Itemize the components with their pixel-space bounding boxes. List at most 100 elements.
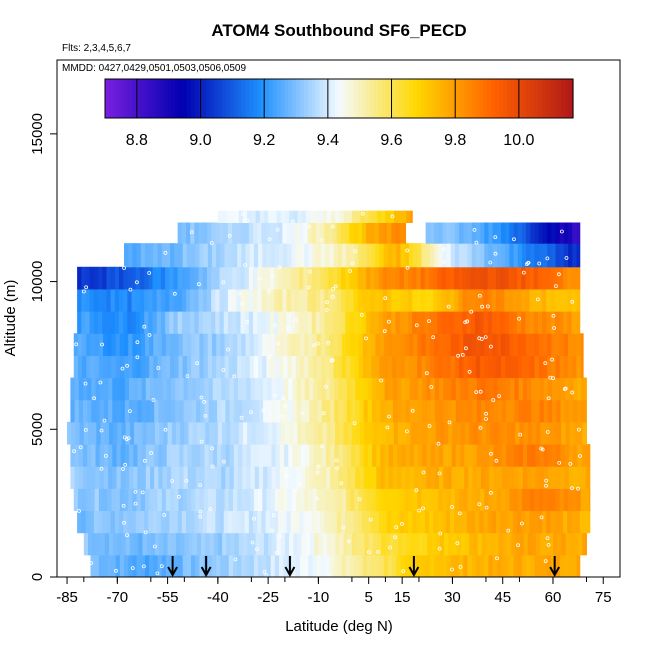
heatmap-cell bbox=[263, 399, 268, 423]
heatmap-cell bbox=[137, 399, 143, 423]
heatmap-cell bbox=[77, 288, 82, 312]
heatmap-cell bbox=[286, 510, 292, 534]
sample-marker bbox=[240, 301, 245, 306]
heatmap-cell bbox=[578, 421, 583, 445]
heatmap-cell bbox=[317, 466, 323, 489]
heatmap-cell bbox=[194, 510, 200, 534]
heatmap-cell bbox=[140, 488, 146, 512]
heatmap-cell bbox=[106, 311, 112, 334]
colorbar-swatch bbox=[311, 79, 317, 118]
sample-marker bbox=[457, 511, 462, 516]
heatmap-cell bbox=[128, 355, 133, 379]
heatmap-cell bbox=[199, 243, 205, 268]
sample-marker bbox=[446, 304, 451, 309]
heatmap-cell bbox=[223, 288, 229, 312]
sample-marker bbox=[203, 413, 208, 418]
heatmap-cell bbox=[282, 222, 288, 244]
heatmap-cell bbox=[501, 488, 506, 512]
sample-marker bbox=[285, 325, 290, 330]
heatmap-cell bbox=[225, 377, 231, 401]
colorbar-tick-label: 10.0 bbox=[503, 132, 534, 149]
heatmap-cell bbox=[254, 399, 260, 423]
heatmap-cell bbox=[238, 421, 244, 445]
heatmap-cell bbox=[108, 421, 114, 445]
heatmap-cell bbox=[86, 488, 92, 512]
sample-marker bbox=[441, 247, 446, 252]
heatmap-cell bbox=[240, 311, 246, 334]
heatmap-cell bbox=[196, 466, 201, 489]
heatmap-cell bbox=[408, 554, 414, 577]
heatmap-cell bbox=[363, 399, 369, 423]
heatmap-cell bbox=[173, 510, 179, 534]
heatmap-cell bbox=[286, 222, 292, 244]
heatmap-cell bbox=[480, 466, 486, 489]
sample-marker bbox=[357, 497, 362, 502]
heatmap-cell bbox=[485, 466, 490, 489]
heatmap-cell bbox=[246, 399, 252, 423]
heatmap-cell bbox=[127, 311, 133, 334]
sample-marker bbox=[493, 235, 498, 240]
heatmap-cell bbox=[439, 377, 444, 401]
heatmap-cell bbox=[475, 288, 480, 312]
heatmap-cell bbox=[199, 488, 205, 512]
sample-marker bbox=[512, 237, 516, 242]
sample-marker bbox=[149, 451, 154, 455]
heatmap-cell bbox=[241, 243, 247, 268]
heatmap-cell bbox=[237, 444, 243, 467]
heatmap-cell bbox=[186, 288, 191, 312]
heatmap-cell bbox=[555, 243, 561, 268]
heatmap-cell bbox=[99, 444, 105, 467]
heatmap-cell bbox=[551, 554, 556, 577]
heatmap-cell bbox=[366, 266, 371, 290]
heatmap-cell bbox=[464, 466, 469, 489]
heatmap-cell bbox=[485, 444, 490, 467]
colorbar-swatch bbox=[342, 79, 348, 118]
heatmap-cell bbox=[500, 311, 505, 334]
heatmap-cell bbox=[542, 554, 548, 577]
heatmap-cell bbox=[254, 444, 260, 467]
sample-marker bbox=[465, 319, 470, 324]
heatmap-cell bbox=[506, 444, 511, 467]
heatmap-cell bbox=[404, 243, 410, 268]
heatmap-cell bbox=[184, 421, 190, 445]
heatmap-cell bbox=[91, 444, 97, 467]
sample-marker bbox=[577, 427, 581, 432]
heatmap-cell bbox=[89, 510, 95, 534]
heatmap-cell bbox=[484, 488, 489, 512]
heatmap-cell bbox=[330, 444, 335, 467]
heatmap-cell bbox=[341, 333, 347, 356]
heatmap-cell bbox=[226, 532, 231, 556]
heatmap-cell bbox=[330, 466, 335, 489]
heatmap-cell bbox=[181, 311, 187, 334]
heatmap-cell bbox=[82, 377, 88, 401]
sample-marker bbox=[221, 459, 226, 464]
heatmap-cell bbox=[211, 311, 216, 334]
heatmap-cell bbox=[225, 399, 231, 423]
heatmap-cell bbox=[542, 311, 547, 334]
heatmap-cell bbox=[399, 510, 405, 534]
heatmap-cell bbox=[324, 510, 329, 534]
heatmap-cell bbox=[425, 554, 431, 577]
heatmap-cell bbox=[357, 288, 363, 312]
heatmap-cell bbox=[303, 311, 308, 334]
heatmap-cell bbox=[497, 444, 503, 467]
heatmap-cell bbox=[540, 532, 546, 556]
heatmap-cell bbox=[509, 243, 515, 268]
heatmap-cell bbox=[491, 311, 497, 334]
heatmap-cell bbox=[191, 488, 196, 512]
heatmap-cell bbox=[459, 466, 465, 489]
heatmap-cell bbox=[237, 243, 242, 268]
colorbar-swatch bbox=[413, 79, 418, 118]
heatmap-cell bbox=[296, 444, 302, 467]
heatmap-cell bbox=[284, 377, 289, 401]
heatmap-cell bbox=[186, 554, 192, 577]
heatmap-cell bbox=[431, 532, 437, 556]
heatmap-cell bbox=[342, 466, 348, 489]
heatmap-cell bbox=[504, 288, 510, 312]
heatmap-cell bbox=[475, 333, 481, 356]
heatmap-cell bbox=[290, 311, 296, 334]
heatmap-cell bbox=[339, 421, 345, 445]
heatmap-cell bbox=[177, 510, 183, 534]
heatmap-cell bbox=[183, 399, 189, 423]
heatmap-cell bbox=[533, 510, 539, 534]
